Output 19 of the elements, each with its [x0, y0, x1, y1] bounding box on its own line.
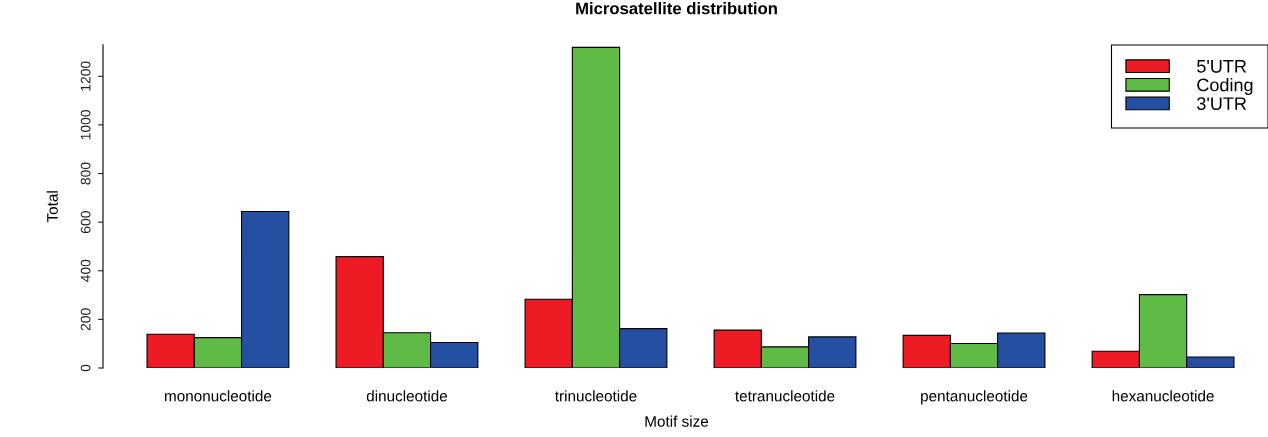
legend-label: 3'UTR [1197, 97, 1247, 110]
x-axis-title: Motif size [645, 415, 709, 427]
x-tick-label: mononucleotide [165, 390, 272, 402]
x-tick-label: trinucleotide [555, 390, 637, 402]
legend-label: Coding [1197, 78, 1253, 95]
y-tick-label: 600 [80, 211, 91, 234]
y-tick-label: 1200 [80, 61, 91, 91]
chart-title: Microsatellite distribution [576, 2, 777, 15]
y-axis-title: Total [46, 191, 58, 223]
y-tick-label: 400 [80, 259, 91, 283]
x-tick-label: hexanucleotide [1112, 390, 1214, 402]
legend-label: 5'UTR [1197, 60, 1247, 73]
x-tick-label: dinucleotide [366, 390, 448, 402]
x-tick-label: tetranucleotide [735, 390, 835, 402]
y-tick-label: 1000 [80, 110, 91, 140]
y-tick-label: 0 [80, 364, 91, 372]
y-tick-label: 800 [80, 162, 91, 185]
x-tick-label: pentanucleotide [921, 390, 1028, 405]
y-tick-label: 200 [80, 308, 91, 331]
